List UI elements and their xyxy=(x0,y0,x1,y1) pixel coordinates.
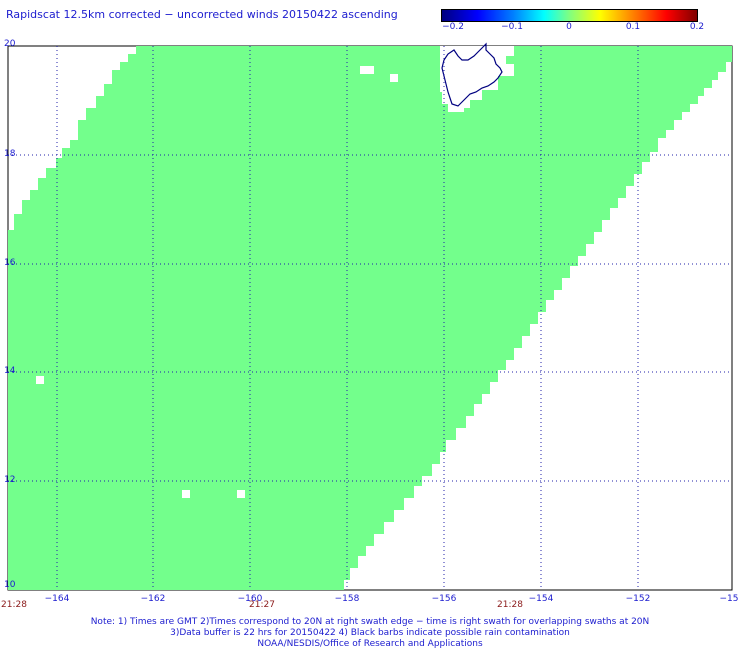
colorbar-tick: −0.2 xyxy=(442,22,464,32)
swath-area xyxy=(8,46,732,590)
data-gap xyxy=(390,74,398,82)
lat-label: 14 xyxy=(4,366,16,376)
colorbar-tick: 0.2 xyxy=(689,22,705,32)
lon-label: −156 xyxy=(431,594,457,604)
lon-label: −162 xyxy=(140,594,166,604)
data-gap xyxy=(237,490,245,498)
data-gap xyxy=(182,490,190,498)
data-gap xyxy=(36,376,44,384)
colorbar-tick: 0.1 xyxy=(625,22,641,32)
colorbar-tick: 0 xyxy=(566,22,572,32)
time-label: 21:28 xyxy=(497,600,523,610)
map-title: Rapidscat 12.5km corrected − uncorrected… xyxy=(6,8,398,21)
lon-label: −154 xyxy=(528,594,554,604)
lat-label: 10 xyxy=(4,580,16,590)
lon-label: −164 xyxy=(44,594,70,604)
data-gap xyxy=(360,66,374,74)
lat-label: 20 xyxy=(4,39,16,49)
footnote-credit: NOAA/NESDIS/Office of Research and Appli… xyxy=(257,639,483,649)
lat-label: 12 xyxy=(4,475,16,485)
time-label: 21:28 xyxy=(1,600,27,610)
time-label: 21:27 xyxy=(249,600,275,610)
footnote-line-1: Note: 1) Times are GMT 2)Times correspon… xyxy=(90,617,650,627)
lon-label: −158 xyxy=(334,594,360,604)
lon-label: −152 xyxy=(625,594,651,604)
colorbar-tick: −0.1 xyxy=(501,22,523,32)
lon-grid xyxy=(56,46,639,590)
colorbar xyxy=(441,9,698,22)
big-island-coastline xyxy=(441,42,503,107)
lat-grid xyxy=(8,154,732,482)
lon-label: −160 xyxy=(237,594,263,604)
lat-label: 18 xyxy=(4,149,16,159)
lat-label: 16 xyxy=(4,258,16,268)
lon-label: −15 xyxy=(719,594,739,604)
land-mask xyxy=(506,46,514,56)
footnote-line-2: 3)Data buffer is 22 hrs for 20150422 4) … xyxy=(170,628,570,638)
